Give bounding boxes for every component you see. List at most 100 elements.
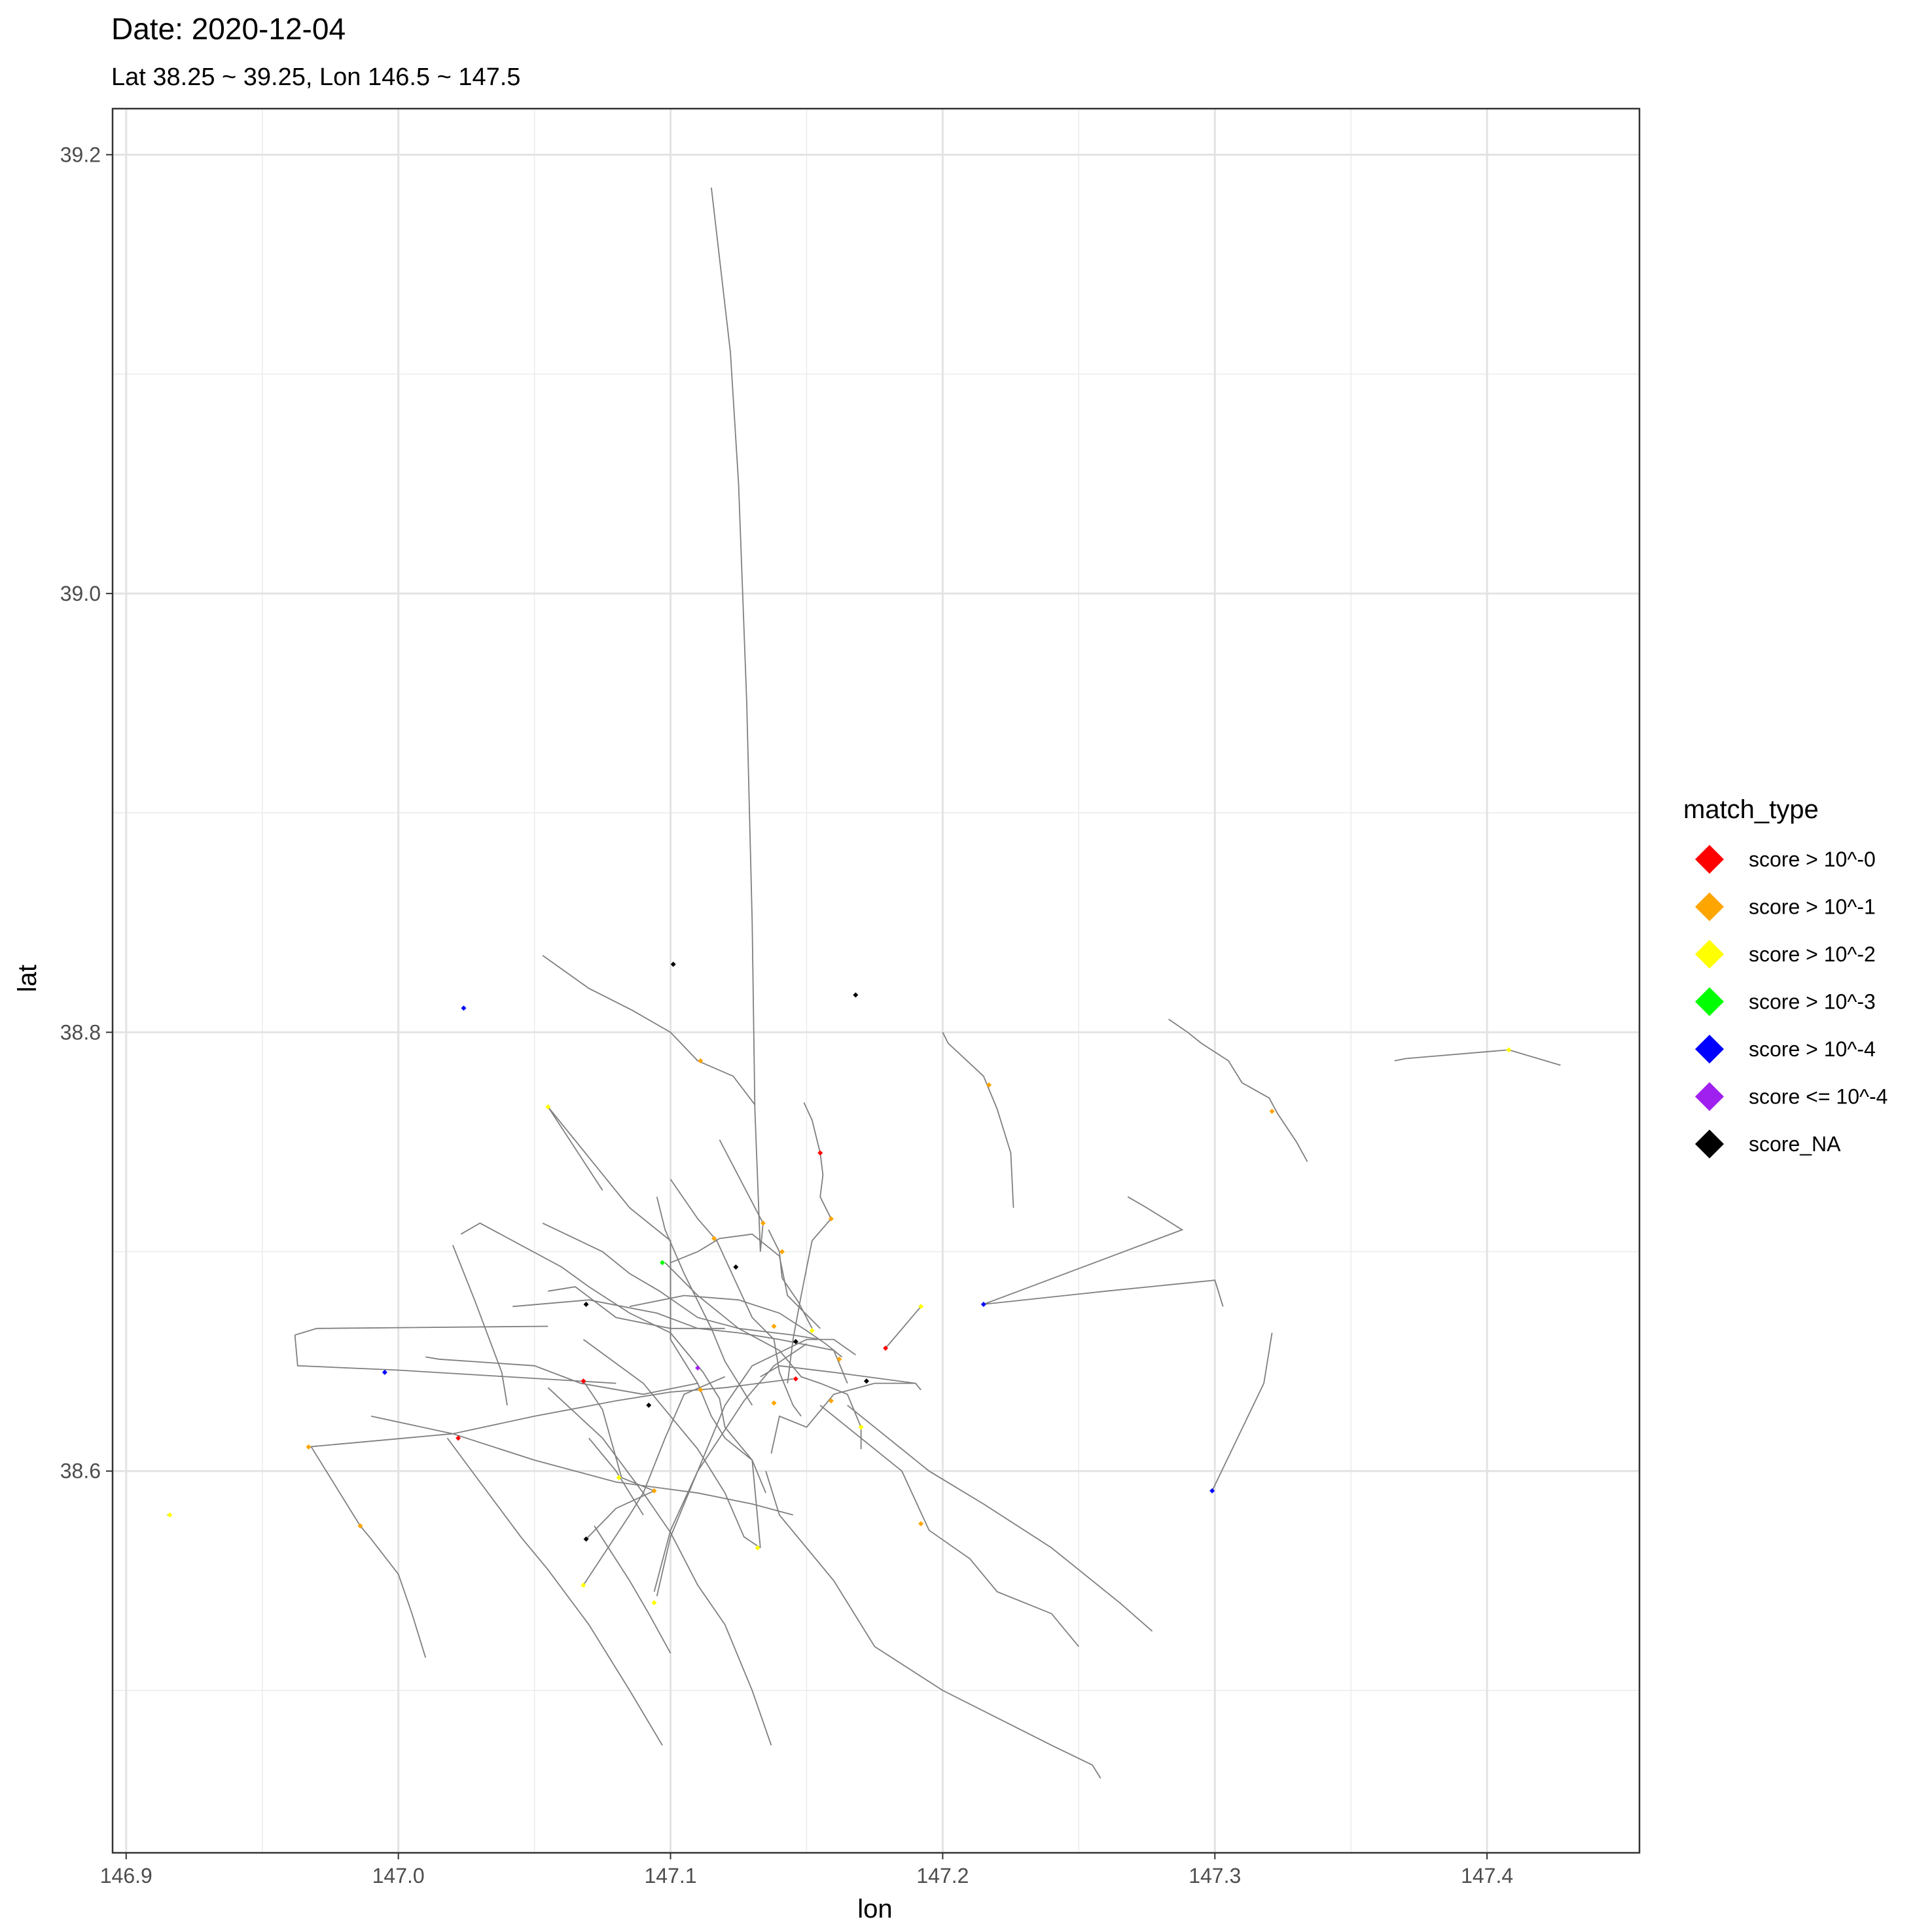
track-line	[310, 1446, 427, 1658]
x-axis: 146.9 147.0 147.1 147.2 147.3 147.4	[100, 1853, 1513, 1887]
legend-label: score > 10^-1	[1749, 895, 1876, 919]
data-point	[828, 1398, 834, 1404]
track-line	[1211, 1333, 1273, 1492]
track-line	[711, 187, 756, 1109]
legend-label: score > 10^-3	[1749, 990, 1876, 1014]
track-line	[719, 1139, 764, 1224]
legend-key	[1695, 892, 1724, 921]
x-axis-title: lon	[857, 1895, 892, 1923]
track-line	[942, 1031, 1014, 1208]
x-tick-label: 147.4	[1461, 1864, 1513, 1887]
data-point	[771, 1400, 777, 1406]
data-point	[836, 1356, 842, 1362]
data-point	[670, 961, 676, 967]
track-line	[656, 1196, 753, 1406]
data-point	[793, 1376, 798, 1382]
y-tick-label: 38.6	[60, 1459, 101, 1483]
data-point	[1506, 1047, 1512, 1053]
track-line	[983, 1196, 1184, 1305]
data-point	[918, 1304, 924, 1310]
data-point	[616, 1475, 622, 1480]
track-line	[656, 1338, 856, 1597]
data-points	[167, 961, 1512, 1605]
track-line	[754, 1109, 764, 1252]
data-point	[167, 1512, 173, 1518]
y-tick-label: 38.8	[60, 1020, 101, 1044]
data-point	[660, 1260, 666, 1266]
legend-label: score <= 10^-4	[1749, 1085, 1887, 1109]
track-line	[664, 1262, 862, 1450]
y-tick-label: 39.0	[60, 582, 101, 605]
track-line	[819, 1404, 1079, 1647]
data-point	[858, 1424, 864, 1430]
track-line	[294, 1334, 617, 1384]
data-point	[456, 1435, 461, 1441]
y-axis-title: lat	[13, 965, 42, 992]
legend-key	[1695, 940, 1724, 969]
data-point	[1269, 1108, 1275, 1114]
data-point	[980, 1301, 986, 1307]
track-line	[770, 1382, 916, 1454]
data-point	[306, 1444, 312, 1450]
data-point	[793, 1338, 798, 1344]
track-line	[885, 1306, 921, 1349]
x-tick-label: 147.1	[644, 1864, 696, 1887]
track-line	[582, 1376, 726, 1586]
y-tick-label: 39.2	[60, 143, 101, 166]
track-line	[582, 1380, 654, 1492]
data-point	[581, 1378, 586, 1384]
track-line	[1168, 1018, 1308, 1162]
track-line	[547, 1387, 772, 1745]
legend-title: match_type	[1683, 795, 1819, 824]
data-point	[853, 992, 859, 998]
data-point	[698, 1058, 704, 1064]
data-point	[771, 1323, 777, 1329]
data-point	[581, 1583, 586, 1588]
x-tick-label: 147.3	[1189, 1864, 1241, 1887]
data-point	[382, 1369, 387, 1375]
track-line	[547, 1106, 603, 1191]
track-line	[548, 1286, 725, 1329]
data-point	[809, 1328, 815, 1334]
data-point	[817, 1150, 823, 1156]
data-point	[583, 1536, 589, 1542]
track-line	[460, 1222, 761, 1548]
track-line	[542, 955, 756, 1105]
tracks	[167, 187, 1561, 1779]
legend-label: score > 10^-4	[1749, 1037, 1876, 1061]
data-point	[733, 1264, 739, 1270]
data-point	[863, 1378, 869, 1384]
chart-subtitle: Lat 38.25 ~ 39.25, Lon 146.5 ~ 147.5	[111, 63, 520, 91]
legend-key	[1695, 1130, 1724, 1158]
track-line	[594, 1526, 671, 1654]
data-point	[651, 1600, 657, 1605]
y-axis: 38.6 38.8 39.0 39.2	[60, 143, 113, 1483]
data-point	[695, 1365, 701, 1371]
track-line	[629, 1295, 843, 1358]
data-point	[755, 1545, 760, 1551]
track-line	[670, 1339, 766, 1494]
data-point	[779, 1249, 785, 1255]
data-point	[828, 1216, 834, 1222]
legend-key	[1695, 1035, 1724, 1064]
data-point	[760, 1220, 766, 1226]
chart-title: Date: 2020-12-04	[111, 12, 346, 46]
data-point	[883, 1345, 889, 1351]
data-point	[583, 1301, 589, 1307]
legend-key	[1695, 987, 1724, 1016]
track-line	[760, 1365, 921, 1391]
data-point	[711, 1236, 717, 1242]
x-tick-label: 146.9	[100, 1864, 152, 1887]
data-point	[986, 1082, 992, 1088]
track-line	[542, 1223, 821, 1340]
legend-key	[1695, 845, 1724, 874]
x-tick-label: 147.2	[916, 1864, 969, 1887]
track-line	[547, 1106, 671, 1340]
data-point	[357, 1523, 363, 1529]
track-line	[446, 1437, 663, 1746]
legend-label: score > 10^-2	[1749, 942, 1876, 966]
track-line	[425, 1356, 698, 1395]
